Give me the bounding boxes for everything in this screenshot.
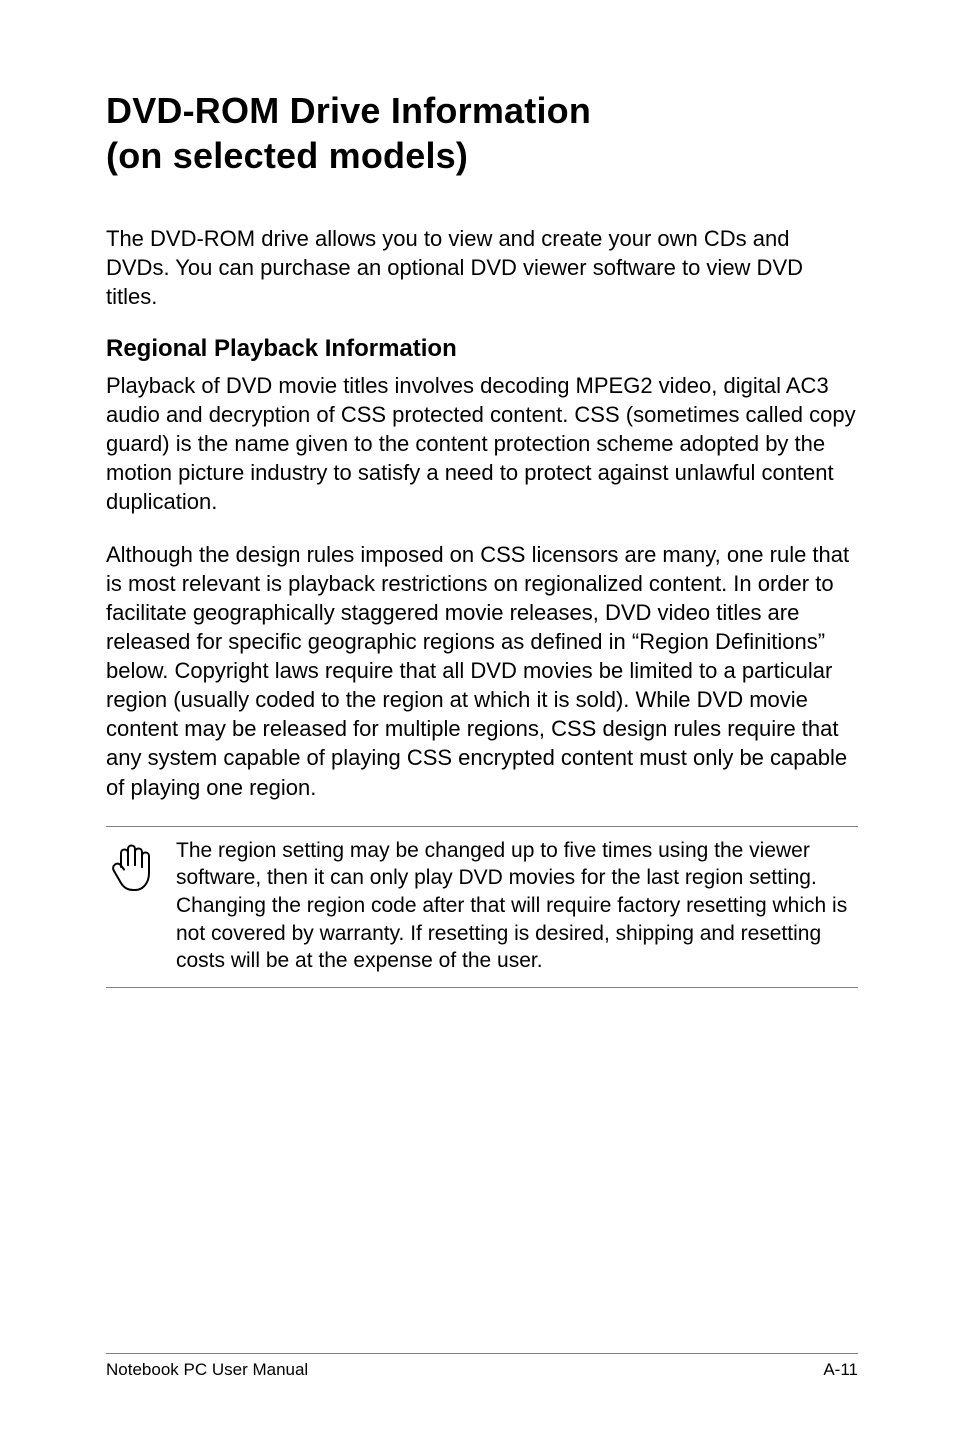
footer-page-number: A-11	[823, 1360, 858, 1380]
paragraph-region-rules: Although the design rules imposed on CSS…	[106, 540, 858, 801]
page-footer: Notebook PC User Manual A-11	[106, 1353, 858, 1380]
hand-icon	[106, 837, 158, 893]
paragraph-css-description: Playback of DVD movie titles involves de…	[106, 371, 858, 516]
page-title: DVD-ROM Drive Information (on selected m…	[106, 88, 858, 178]
footer-left: Notebook PC User Manual	[106, 1360, 308, 1380]
title-line-2: (on selected models)	[106, 135, 468, 176]
intro-paragraph: The DVD-ROM drive allows you to view and…	[106, 224, 858, 311]
title-line-1: DVD-ROM Drive Information	[106, 90, 591, 131]
note-block: The region setting may be changed up to …	[106, 826, 858, 989]
section-heading-regional: Regional Playback Information	[106, 335, 858, 363]
document-page: DVD-ROM Drive Information (on selected m…	[0, 0, 954, 1438]
note-text: The region setting may be changed up to …	[176, 837, 858, 976]
